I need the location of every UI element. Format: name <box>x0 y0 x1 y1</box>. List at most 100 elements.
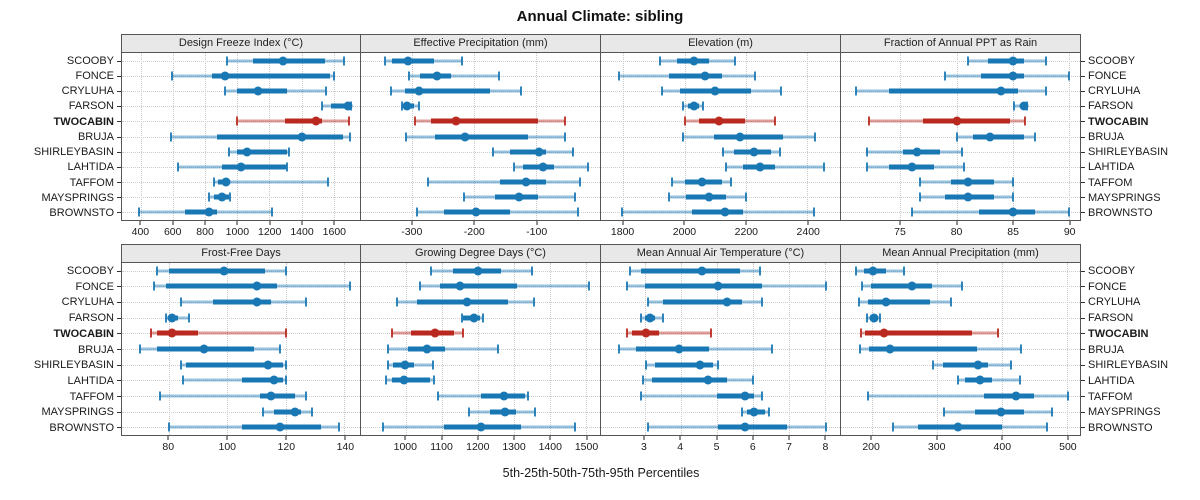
whisker-cap <box>326 177 329 187</box>
whisker-cap <box>229 192 232 202</box>
median-dot <box>963 177 973 187</box>
whisker-cap <box>284 328 287 338</box>
whisker-cap <box>931 360 934 370</box>
whisker-cap <box>284 360 287 370</box>
station-labels-left: SCOOBY FONCE CRYLUHA FARSON TWOCABIN BRUJA SHI… <box>0 34 121 241</box>
bar-25th-75th <box>168 268 266 274</box>
series-row <box>117 83 360 98</box>
horizontal-gridline <box>122 106 360 108</box>
median-dot <box>645 313 655 323</box>
panel-row-2: SCOOBY FONCE CRYLUHA FARSON TWOCABIN BRUJA SHI… <box>0 244 1200 456</box>
station-label: CRYLUHA <box>1088 296 1141 309</box>
whisker-cap <box>963 162 966 172</box>
row-tick <box>1081 151 1085 153</box>
axis-tick <box>536 221 538 225</box>
spacer <box>0 221 121 241</box>
whisker-cap <box>1045 422 1048 432</box>
bar-25th-75th <box>713 134 783 140</box>
series-row <box>601 279 840 295</box>
median-dot <box>266 391 276 401</box>
whisker-cap <box>431 360 434 370</box>
whisker-cap <box>386 344 389 354</box>
horizontal-gridline <box>122 60 360 62</box>
station-label: SCOOBY <box>66 54 114 67</box>
median-dot <box>402 101 412 111</box>
whisker-cap <box>1012 101 1015 111</box>
row-tick <box>1081 197 1085 199</box>
bar-25th-75th <box>655 362 713 368</box>
whisker-cap <box>702 101 705 111</box>
row-tick <box>1081 182 1085 184</box>
vertical-gridline <box>141 53 143 220</box>
axis-tick <box>139 221 141 225</box>
range-5th-95th <box>160 394 307 398</box>
bar-25th-75th <box>644 283 762 289</box>
horizontal-gridline <box>841 395 1080 397</box>
whisker-cap <box>625 281 628 291</box>
whisker-cap <box>1011 192 1014 202</box>
horizontal-gridline <box>841 286 1080 288</box>
median-dot <box>534 147 544 157</box>
axis-tick-label: 1800 <box>610 226 635 238</box>
series-row <box>361 205 600 220</box>
bar-25th-75th <box>331 103 350 109</box>
bar-25th-75th <box>871 283 932 289</box>
series-row <box>117 159 360 174</box>
whisker-cap <box>383 56 386 66</box>
whisker-cap <box>774 116 777 126</box>
median-dot <box>907 281 917 291</box>
whisker-cap <box>348 132 351 142</box>
range-5th-95th <box>214 180 328 184</box>
whisker-cap <box>866 313 869 323</box>
bar-25th-75th <box>867 299 930 305</box>
whisker-cap <box>918 177 921 187</box>
whisker-cap <box>496 344 499 354</box>
median-dot <box>451 116 461 126</box>
station-label: MAYSPRINGS <box>41 406 114 419</box>
axis-tick-label: 2000 <box>672 226 697 238</box>
whisker-cap <box>861 281 864 291</box>
whisker-cap <box>854 266 857 276</box>
panel-plot-area <box>117 53 361 221</box>
vertical-gridline <box>1066 263 1068 435</box>
series-row <box>601 53 840 68</box>
whisker-cap <box>760 297 763 307</box>
horizontal-gridline <box>361 364 600 366</box>
panel-6: Growing Degree Days (°C) 1000 1100 1200 1300… <box>360 244 601 456</box>
vertical-gridline <box>807 53 809 220</box>
series-row <box>601 404 840 420</box>
median-dot <box>697 177 707 187</box>
horizontal-gridline <box>122 197 360 199</box>
whisker-cap <box>647 422 650 432</box>
spacer <box>0 34 121 53</box>
axis-tick-label: 3 <box>640 441 647 453</box>
horizontal-gridline <box>841 212 1080 214</box>
series-row <box>841 68 1085 83</box>
median-dot <box>219 266 229 276</box>
axis-tick <box>788 436 790 440</box>
whisker-cap <box>347 116 350 126</box>
series-row <box>841 419 1085 435</box>
whisker-cap <box>279 344 282 354</box>
series-row <box>841 205 1085 220</box>
whisker-cap <box>150 328 153 338</box>
whisker-cap <box>814 132 817 142</box>
whisker-cap <box>389 86 392 96</box>
median-dot <box>473 266 483 276</box>
whisker-cap <box>573 422 576 432</box>
station-label: LAHTIDA <box>1088 161 1135 174</box>
whisker-cap <box>588 281 591 291</box>
whisker-cap <box>660 86 663 96</box>
row-tick <box>1081 286 1085 288</box>
whisker-cap <box>381 422 384 432</box>
station-label-list: SCOOBY FONCE CRYLUHA FARSON TWOCABIN BRUJA SHI… <box>0 263 121 436</box>
median-dot <box>471 207 481 217</box>
axis-tick-label: 100 <box>218 441 237 453</box>
horizontal-gridline <box>601 60 840 62</box>
series-row <box>361 190 600 205</box>
whisker-cap <box>405 132 408 142</box>
series-row <box>117 357 360 373</box>
station-label: BRUJA <box>77 343 114 356</box>
median-dot <box>985 132 995 142</box>
